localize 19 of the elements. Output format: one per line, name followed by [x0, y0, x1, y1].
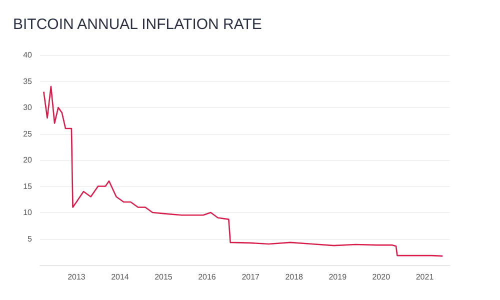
- y-tick-label: 30: [23, 103, 33, 112]
- y-tick-label: 40: [23, 50, 33, 60]
- x-tick-label: 2017: [242, 272, 260, 282]
- x-tick-label: 2015: [154, 272, 173, 282]
- y-tick-label: 35: [23, 76, 33, 86]
- x-tick-label: 2016: [198, 272, 216, 282]
- x-tick-label: 2018: [285, 272, 304, 282]
- line-series: [43, 86, 444, 257]
- x-tick-label: 2021: [416, 272, 434, 282]
- y-tick-label: 10: [23, 208, 33, 217]
- x-tick-label: 2013: [68, 272, 86, 282]
- x-tick-label: 2019: [328, 272, 348, 282]
- chart-title: BITCOIN ANNUAL INFLATION RATE: [13, 16, 262, 33]
- y-tick-label: 5: [28, 234, 33, 244]
- x-tick-label: 2020: [372, 272, 391, 282]
- y-tick-label: 20: [23, 156, 33, 164]
- y-tick-label: 25: [23, 129, 33, 138]
- y-tick-label: 15: [23, 182, 33, 191]
- x-tick-label: 2014: [111, 272, 130, 282]
